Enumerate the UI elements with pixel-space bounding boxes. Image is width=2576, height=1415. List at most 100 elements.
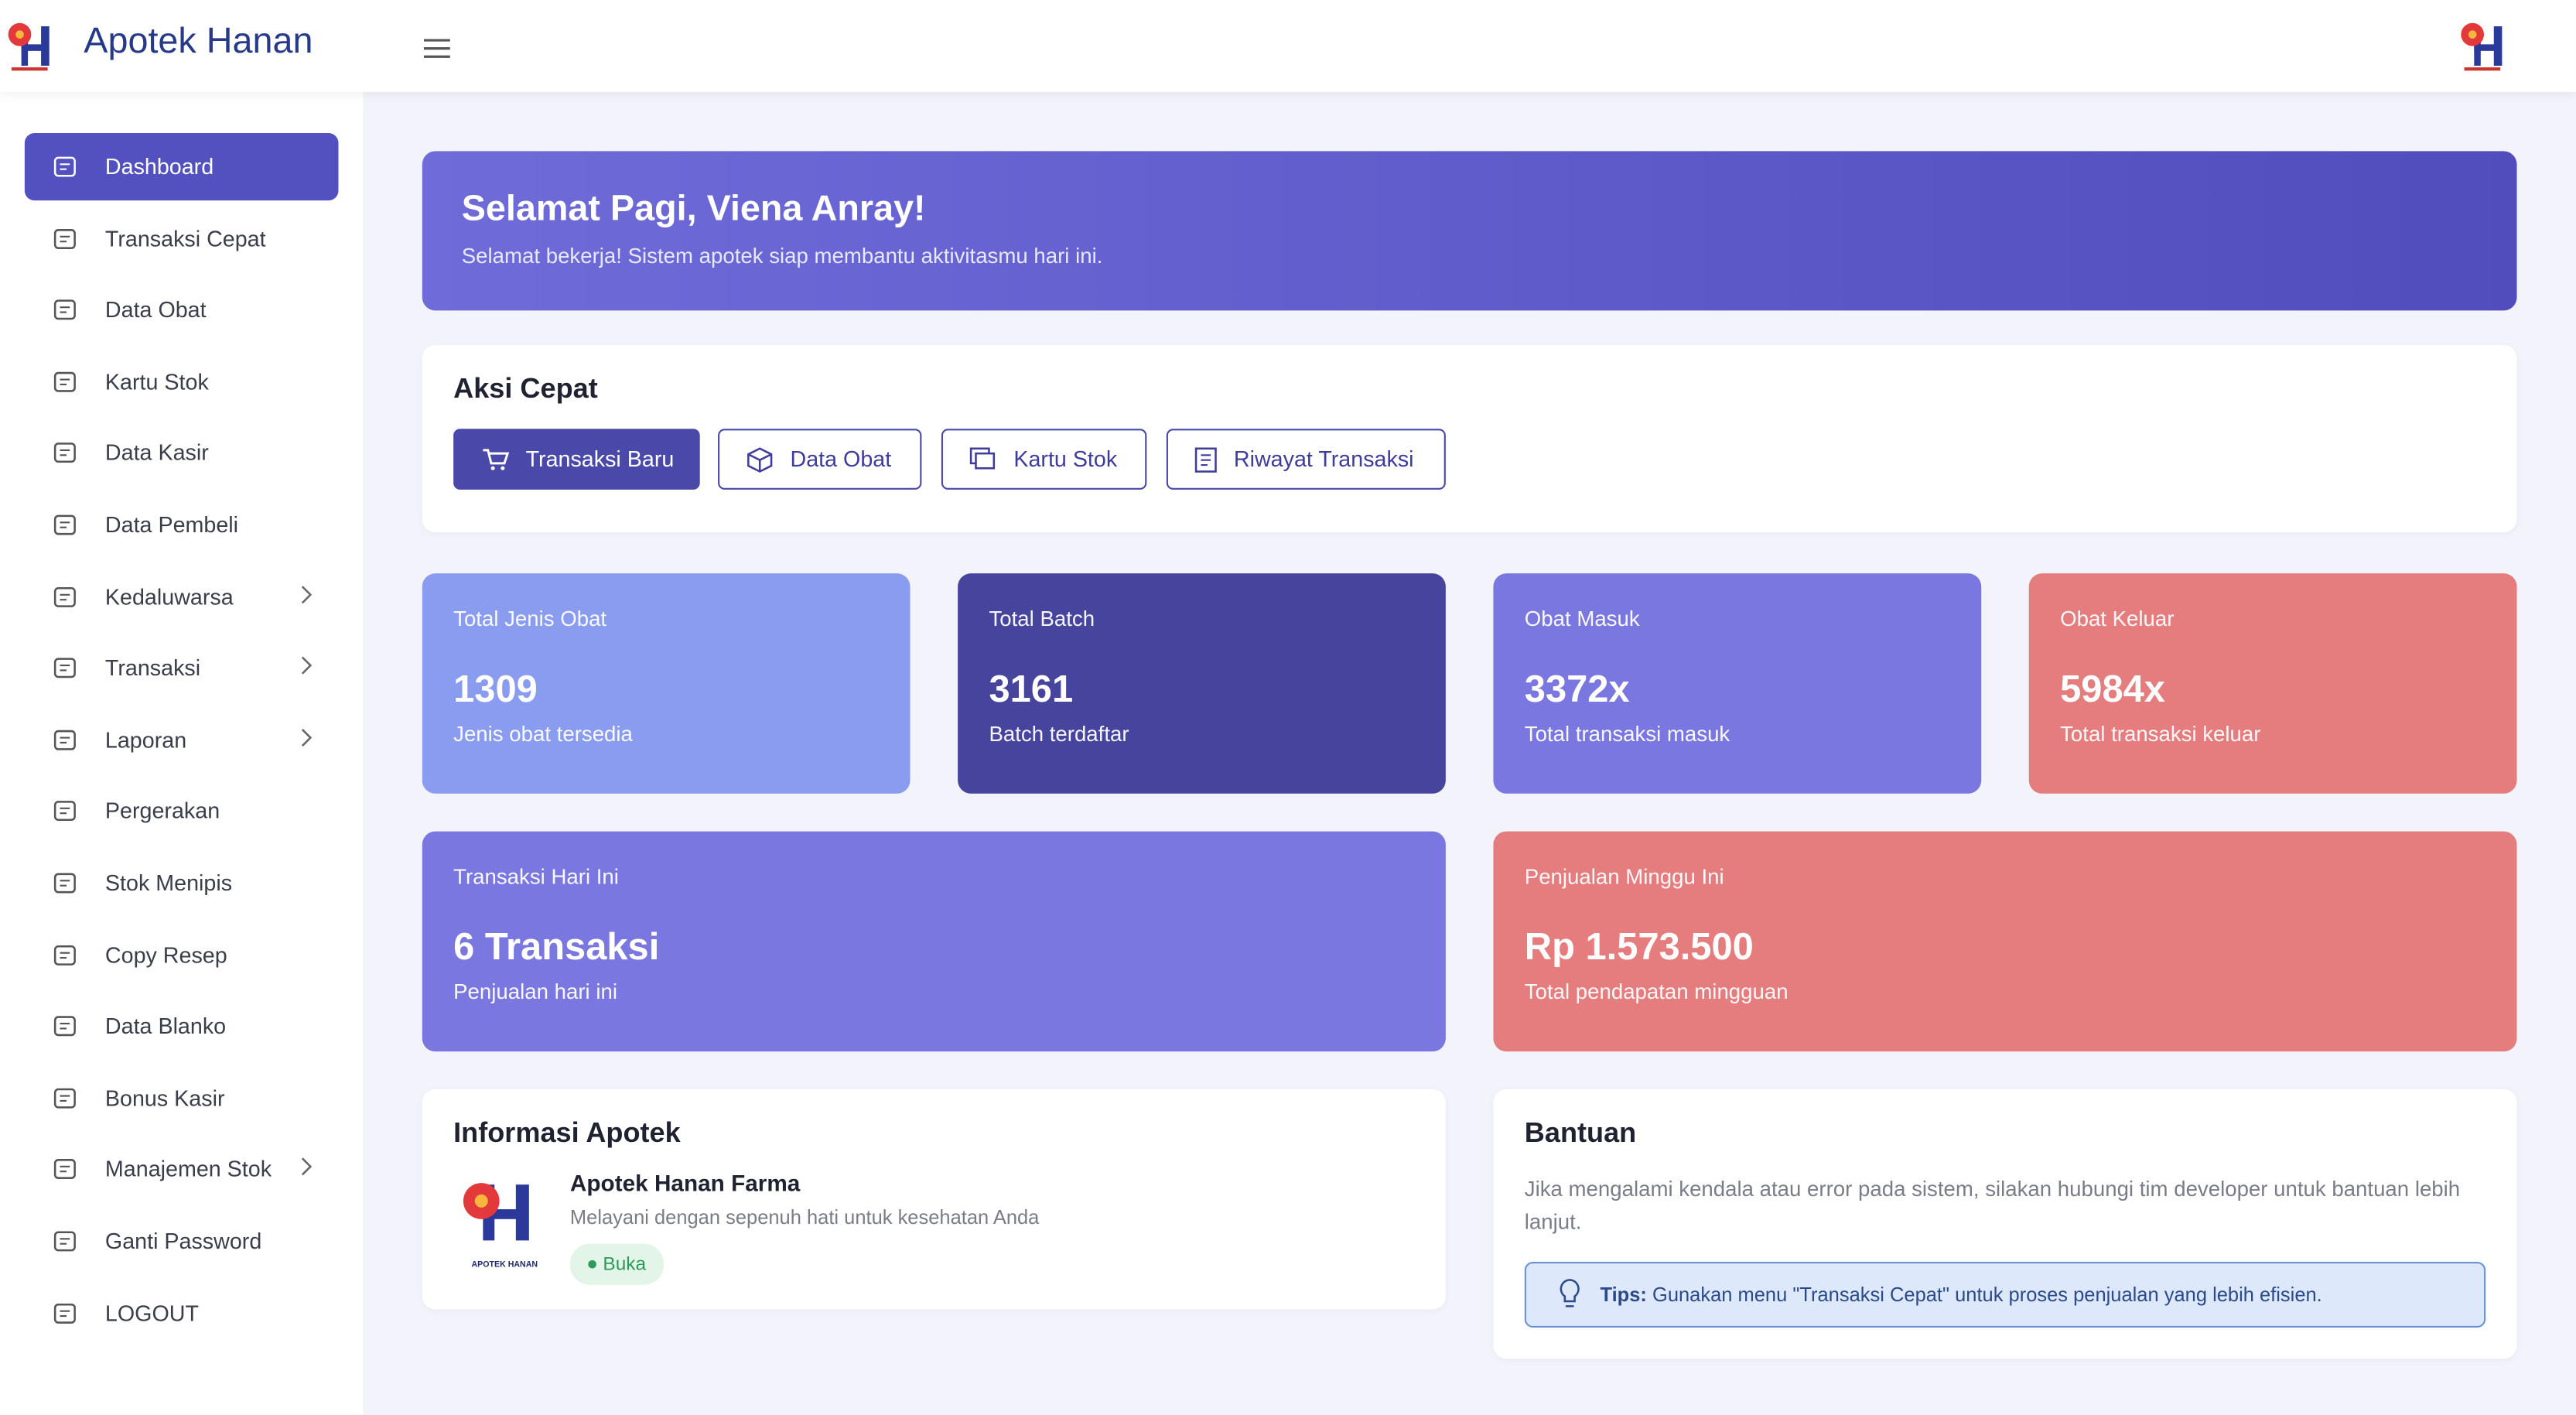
status-text: Buka [603, 1254, 647, 1274]
nav-item[interactable]: Manajemen Stok [25, 1136, 339, 1203]
nav-label: Data Blanko [104, 1013, 227, 1039]
stat-desc: Total transaksi keluar [2060, 721, 2261, 747]
stat-value: Rp 1.573.500 [1524, 925, 1754, 968]
nav-item[interactable]: Ganti Password [25, 1208, 339, 1275]
sidebar: Dashboard Transaksi Cepat Data Obat Kartu S… [0, 91, 364, 1415]
nav-item[interactable]: Laporan [25, 706, 339, 774]
status-dot [588, 1259, 596, 1269]
nav-item[interactable]: Kedaluwarsa [25, 563, 339, 631]
nav-icon [53, 730, 76, 750]
nav-icon [53, 299, 76, 320]
nav-item[interactable]: Transaksi [25, 634, 339, 702]
chevron-icon [301, 656, 313, 675]
nav-label: Transaksi [104, 655, 201, 681]
button-label: Data Obat [790, 446, 892, 472]
nav-icon [53, 156, 76, 177]
stat-card: Transaksi Hari Ini 6 Transaksi Penjualan h… [422, 831, 1446, 1052]
nav-item[interactable]: Bonus Kasir [25, 1065, 339, 1132]
bulb-icon [1560, 1279, 1580, 1307]
nav-icon [53, 801, 76, 822]
nav-icon [53, 1088, 76, 1109]
button[interactable]: Data Obat [718, 429, 922, 490]
icon [1194, 446, 1217, 472]
nav-icon [53, 1016, 76, 1037]
nav-label: Data Kasir [104, 440, 209, 466]
nav-item[interactable]: Dashboard [24, 133, 339, 201]
icon [969, 447, 996, 470]
tips-label: Tips: [1600, 1283, 1647, 1307]
brand: Apotek Hanan [84, 19, 313, 61]
nav-label: Transaksi Cepat [104, 226, 266, 251]
stat-value: 6 Transaksi [453, 925, 660, 968]
nav-label: Data Obat [104, 297, 207, 323]
pharmacy-desc: Melayani dengan sepenuh hati untuk keseh… [569, 1205, 1040, 1229]
stat-card: Total Jenis Obat 1309 Jenis obat tersedia [422, 573, 910, 794]
tips-text: Gunakan menu "Transaksi Cepat" untuk pro… [1652, 1283, 2322, 1307]
stat-card: Penjualan Minggu Ini Rp 1.573.500 Total pe… [1493, 831, 2517, 1052]
icon [483, 449, 510, 470]
stat-desc: Batch terdaftar [989, 721, 1129, 747]
nav-item[interactable]: Transaksi Cepat [25, 205, 339, 272]
chevron-icon [301, 728, 313, 747]
nav-icon [53, 658, 76, 678]
nav-label: Stok Menipis [104, 870, 233, 896]
nav-item[interactable]: Pergerakan [25, 778, 339, 845]
card-title: Aksi Cepat [453, 373, 598, 405]
nav-label: Ganti Password [104, 1229, 262, 1254]
stat-value: 1309 [453, 667, 538, 710]
stat-desc: Penjualan hari ini [453, 979, 617, 1004]
nav-label: Kartu Stok [104, 369, 209, 395]
greeting-banner: Selamat Pagi, Viena Anray! Selamat beker… [422, 151, 2517, 311]
nav-item[interactable]: LOGOUT [25, 1279, 339, 1346]
nav-label: LOGOUT [104, 1301, 200, 1325]
stat-card: Total Batch 3161 Batch terdaftar [958, 573, 1446, 794]
nav-label: Kedaluwarsa [104, 584, 234, 610]
button[interactable]: Kartu Stok [941, 429, 1147, 490]
button[interactable]: Transaksi Baru [453, 429, 700, 490]
nav-icon [53, 443, 76, 463]
stat-card: Obat Keluar 5984x Total transaksi keluar [2028, 573, 2517, 794]
menu-toggle[interactable] [423, 38, 450, 60]
nav-label: Dashboard [104, 154, 214, 179]
nav-label: Bonus Kasir [104, 1085, 225, 1111]
card-title: Bantuan [1524, 1117, 1637, 1149]
nav-item[interactable]: Kartu Stok [25, 348, 339, 415]
nav-label: Data Pembeli [104, 512, 239, 538]
logo-text: APOTEK HANAN [471, 1259, 538, 1270]
nav-item[interactable]: Data Pembeli [25, 491, 339, 559]
nav-icon [53, 514, 76, 535]
nav-item[interactable]: Data Obat [25, 276, 339, 343]
stat-label: Penjualan Minggu Ini [1524, 864, 1724, 889]
help-text: Jika mengalami kendala atau error pada s… [1524, 1176, 2461, 1234]
nav-icon [53, 1159, 76, 1180]
help-card: Bantuan Jika mengalami kendala atau erro… [1493, 1089, 2517, 1359]
nav-label: Laporan [104, 727, 187, 753]
nav-icon [53, 586, 76, 607]
greeting-subtitle: Selamat bekerja! Sistem apotek siap memb… [461, 243, 1103, 268]
stat-label: Total Jenis Obat [453, 606, 607, 631]
button-label: Riwayat Transaksi [1233, 446, 1414, 472]
nav-item[interactable]: Copy Resep [25, 921, 339, 989]
button[interactable]: Riwayat Transaksi [1166, 429, 1446, 490]
stat-desc: Jenis obat tersedia [453, 721, 633, 747]
nav-icon [53, 1303, 76, 1323]
greeting-title: Selamat Pagi, Viena Anray! [461, 187, 926, 229]
tips-box: Tips: Gunakan menu "Transaksi Cepat" unt… [1524, 1262, 2486, 1328]
stat-label: Transaksi Hari Ini [453, 864, 619, 889]
info-card: Informasi Apotek APOTEK HANAN Apotek Han… [422, 1089, 1446, 1310]
status-badge: Buka [569, 1243, 664, 1285]
pharmacy-name: Apotek Hanan Farma [569, 1170, 801, 1197]
nav-icon [53, 371, 76, 392]
nav-icon [53, 1231, 76, 1252]
nav-item[interactable]: Stok Menipis [25, 849, 339, 917]
button-label: Kartu Stok [1013, 446, 1118, 472]
stat-desc: Total pendapatan mingguan [1524, 979, 1789, 1004]
stat-value: 3161 [989, 667, 1074, 710]
avatar-logo[interactable] [2458, 19, 2507, 72]
nav-item[interactable]: Data Kasir [25, 419, 339, 487]
nav-item[interactable]: Data Blanko [25, 993, 339, 1060]
button-label: Transaksi Baru [525, 446, 675, 472]
